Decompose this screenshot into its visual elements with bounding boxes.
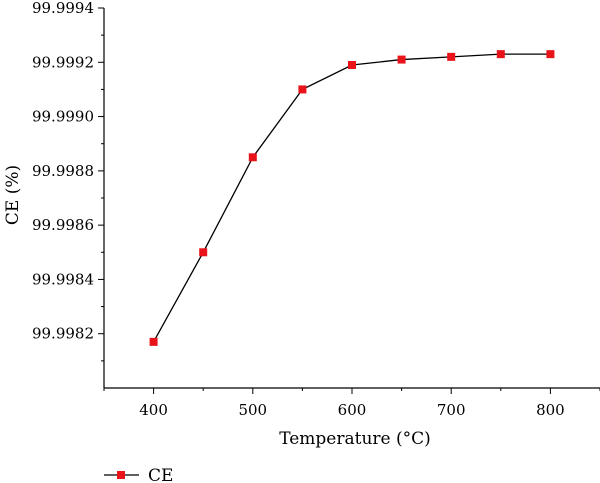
y-tick-label: 99.9992 <box>32 53 94 71</box>
data-point <box>298 85 307 94</box>
y-tick-label: 99.9994 <box>32 0 94 17</box>
y-tick-label: 99.9986 <box>32 216 94 234</box>
y-tick-label: 99.9990 <box>32 108 94 126</box>
x-tick-label: 400 <box>139 401 168 419</box>
y-tick-label: 99.9982 <box>32 325 94 343</box>
y-tick-label: 99.9988 <box>32 162 94 180</box>
data-point <box>348 61 356 69</box>
series-line <box>153 53 551 343</box>
series-layer <box>149 50 555 346</box>
legend-label: CE <box>148 466 173 483</box>
legend: CE <box>104 466 173 483</box>
x-tick-label: 500 <box>238 401 267 419</box>
data-point <box>496 50 505 59</box>
data-point <box>546 50 555 59</box>
data-point <box>248 153 257 162</box>
x-tick-label: 600 <box>338 401 367 419</box>
data-point <box>397 55 406 64</box>
data-point <box>199 248 208 257</box>
data-point <box>447 52 456 61</box>
y-tick-label: 99.9984 <box>32 270 94 288</box>
data-point <box>149 337 158 346</box>
x-axis-title: Temperature (°C) <box>279 429 431 449</box>
ticks: 400 500 600 700 800 99.9982 99.9984 99.9986 99.9… <box>32 0 600 419</box>
y-axis-title: CE (%) <box>3 165 23 225</box>
x-tick-label: 700 <box>437 401 466 419</box>
x-tick-label: 800 <box>536 401 565 419</box>
legend-marker <box>117 471 125 479</box>
